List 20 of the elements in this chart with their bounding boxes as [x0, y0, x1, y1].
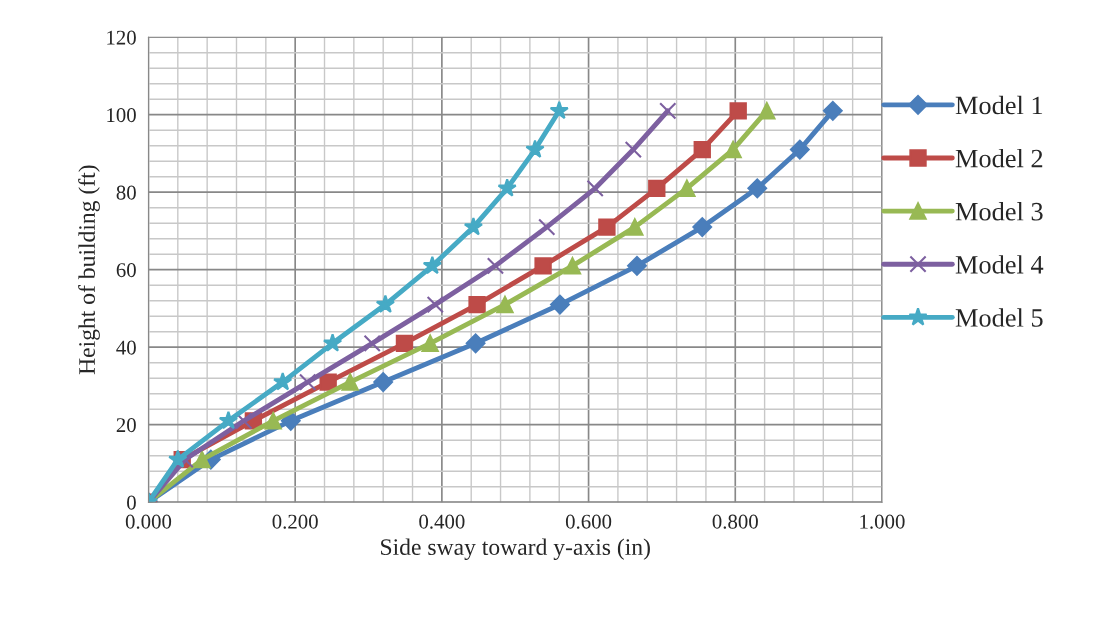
x-axis-title: Side sway toward y-axis (in)	[381, 538, 650, 560]
legend-label: Model 3	[955, 202, 1043, 221]
x-tick-label: 0.200	[272, 514, 318, 529]
x-tick-label: 0.800	[712, 514, 758, 529]
x-tick-label: 0.400	[419, 514, 465, 529]
y-tick-label: 20	[116, 418, 136, 433]
y-tick-label: 120	[107, 30, 136, 45]
legend-label: Model 5	[955, 308, 1043, 327]
y-tick-label: 60	[116, 263, 136, 278]
x-tick-label: 1.000	[860, 514, 905, 529]
legend-label: Model 4	[955, 255, 1044, 274]
legend-label: Model 2	[955, 148, 1043, 168]
y-tick-label: 80	[116, 185, 136, 200]
x-tick-label: 0.000	[125, 514, 172, 529]
y-tick-label: 40	[116, 340, 136, 355]
y-tick-label: 100	[107, 108, 136, 123]
legend-label: Model 1	[955, 95, 1043, 115]
y-axis-title: Height of building (ft)	[78, 165, 100, 375]
y-tick-label: 0	[127, 495, 136, 510]
x-tick-label: 0.600	[565, 514, 612, 529]
